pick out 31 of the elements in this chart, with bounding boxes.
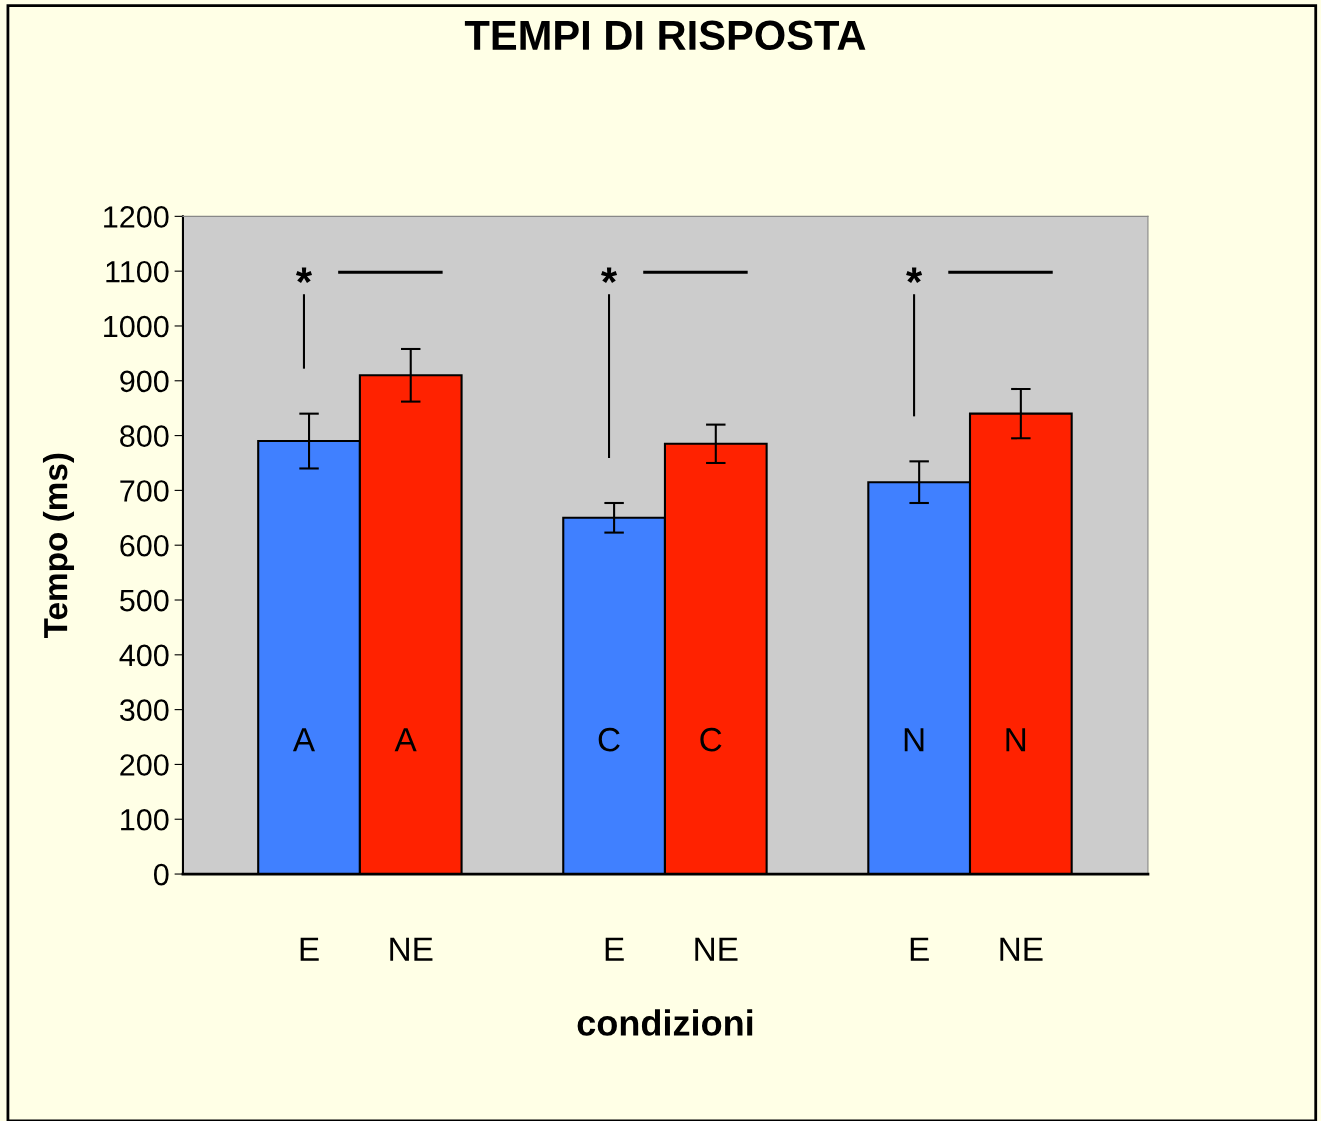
y-tick-label: 0 <box>153 863 169 886</box>
annotation: * <box>295 267 313 284</box>
y-tick-label: 300 <box>119 699 169 721</box>
y-tick-label: 500 <box>120 589 169 612</box>
annotation: * <box>906 267 923 284</box>
y-tick-label: 900 <box>120 370 169 393</box>
y-axis-title: Tempo (ms) <box>42 453 75 639</box>
data-label: N <box>1006 728 1026 752</box>
annotation: * <box>601 267 618 284</box>
y-tick-label: 1000 <box>104 315 169 338</box>
y-tick-label: 200 <box>120 754 169 776</box>
y-tick-label: 400 <box>119 644 169 667</box>
data-label: C <box>700 727 722 752</box>
y-tick-label: 1100 <box>106 260 169 283</box>
x-tick-label: E <box>910 937 929 961</box>
x-axis-title: condizioni <box>577 1009 753 1036</box>
y-tick-label: 800 <box>120 425 169 447</box>
data-label: C <box>598 727 620 752</box>
data-label: A <box>394 728 417 752</box>
y-tick-label: 1200 <box>104 206 169 228</box>
y-tick-label: 100 <box>121 808 169 831</box>
chart-title: TEMPI DI RISPOSTA <box>464 20 866 51</box>
y-tick-label: 600 <box>120 534 169 557</box>
x-tick-label: NE <box>390 937 433 961</box>
x-tick-label: NE <box>1000 937 1043 961</box>
data-label: N <box>904 728 924 752</box>
x-tick-label: E <box>605 937 624 961</box>
data-label: A <box>292 728 316 752</box>
x-tick-label: E <box>300 937 319 961</box>
x-tick-label: NE <box>695 937 738 961</box>
y-tick-label: 700 <box>120 480 169 502</box>
